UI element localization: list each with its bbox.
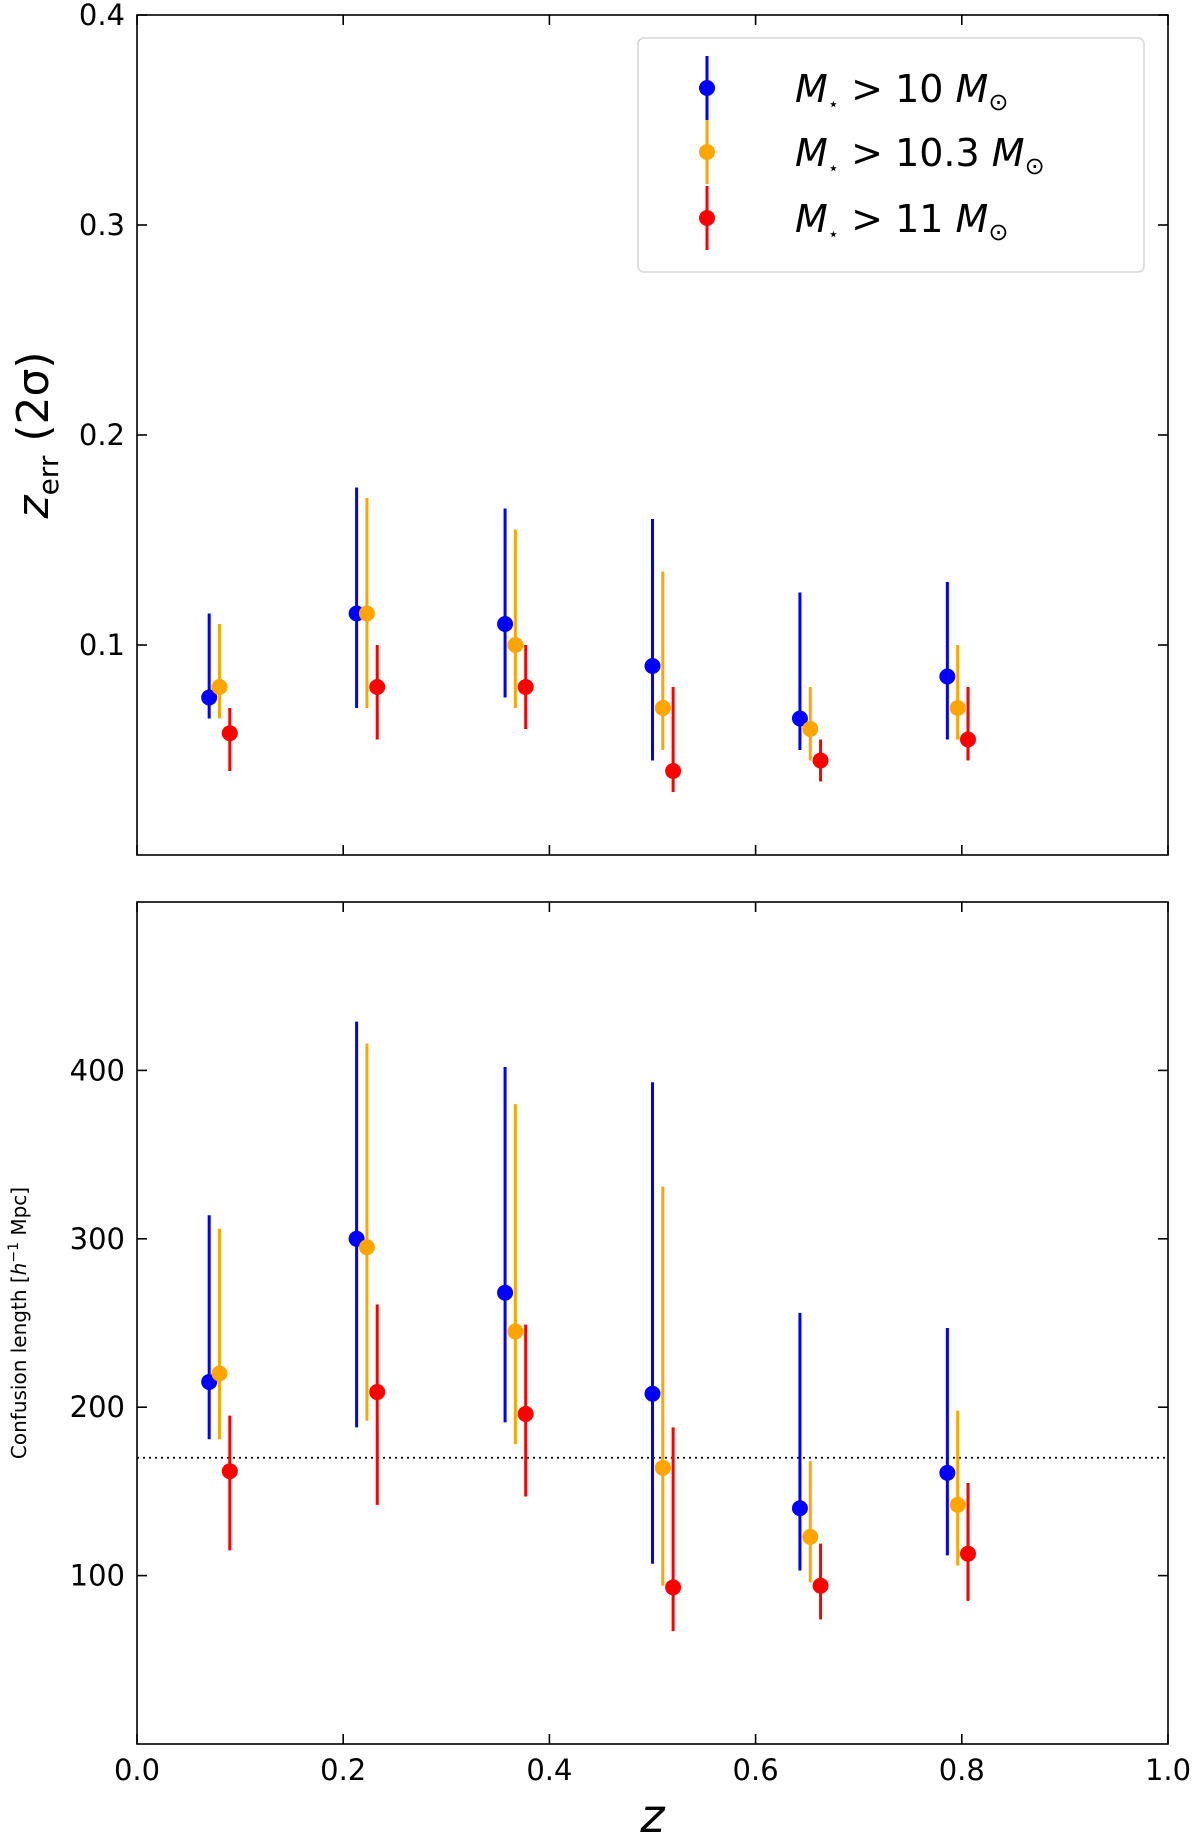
bottom-series-2-point (517, 1405, 534, 1422)
top-series-0-point (644, 658, 661, 674)
top-series-0-point (497, 616, 514, 632)
top-series-2-point (221, 725, 238, 742)
bottom-series-2-point (665, 1579, 682, 1596)
top-y-axis-label: zerr (2σ) (8, 351, 65, 519)
legend-box (637, 37, 1145, 273)
legend-item-1: M⋆ > 10.3 M⊙ (699, 120, 1045, 184)
bottom-y-tick-label: 300 (70, 1222, 125, 1256)
top-series-0-point (939, 668, 956, 685)
legend-item-0: M⋆ > 10 M⊙ (699, 56, 1008, 120)
bottom-y-axis-label: Confusion length [h−1 Mpc] (6, 1187, 31, 1459)
x-tick-label: 0.2 (320, 1753, 366, 1787)
bottom-y-axis-label-post: Mpc] (7, 1187, 31, 1242)
x-tick-label: 0.4 (526, 1753, 572, 1787)
bottom-y-tick-label: 400 (70, 1053, 125, 1087)
legend-label-unit: M (956, 197, 989, 241)
top-series-0-point (201, 689, 218, 706)
bottom-plot-frame (136, 901, 1169, 1745)
bottom-y-axis-label-h: h (7, 1263, 31, 1276)
top-series-1-point (211, 679, 228, 695)
top-series-1-point (507, 637, 524, 653)
top-series-2-point (812, 752, 829, 769)
legend-label-star: ⋆ (828, 224, 839, 245)
top-y-axis-label-main: z (8, 495, 59, 520)
top-y-tick-label: 0.2 (79, 418, 125, 452)
legend-label-sun: ⊙ (988, 218, 1008, 246)
top-series-2-point (369, 679, 386, 695)
top-y-tick-label: 0.4 (79, 0, 125, 32)
x-tick-label: 1.0 (1145, 1753, 1191, 1787)
legend-label-m: M (795, 67, 828, 111)
top-series-2-point (959, 731, 976, 748)
legend-item-2: M⋆ > 11 M⊙ (699, 186, 1008, 250)
bottom-series-1-point (654, 1459, 671, 1476)
bottom-panel: 100 200 300 400 0.0 0.2 0.4 0.6 0.8 1.0 Confusion … (6, 901, 1191, 1841)
top-y-axis-label-sub: err (32, 455, 65, 495)
legend-label-sun: ⊙ (988, 88, 1008, 116)
bottom-series-1-point (507, 1323, 524, 1340)
x-tick-label: 0.6 (733, 1753, 779, 1787)
legend-marker-point (699, 80, 715, 96)
legend-label-rel: > 10 (839, 67, 955, 111)
legend-label-sun: ⊙ (1025, 152, 1045, 180)
legend-label-rel: > 10.3 (839, 131, 992, 175)
bottom-series-1-point (949, 1496, 966, 1513)
legend-label-m: M (795, 131, 828, 175)
top-series-1-point (654, 700, 671, 716)
legend-label-m: M (795, 197, 828, 241)
x-axis-label: z (639, 1789, 665, 1841)
legend-label: M⋆ > 11 M⊙ (795, 197, 1008, 246)
x-tick-label: 0.0 (114, 1753, 160, 1787)
x-tick-label: 0.8 (939, 1753, 985, 1787)
legend-marker-point (699, 144, 715, 160)
legend-label-unit: M (956, 67, 989, 111)
legend-label: M⋆ > 10 M⊙ (795, 67, 1008, 116)
top-y-tick-label: 0.3 (79, 208, 125, 242)
top-series-1-point (358, 605, 375, 622)
legend-label-star: ⋆ (828, 94, 839, 115)
bottom-series-1-point (211, 1365, 228, 1382)
legend: M⋆ > 10 M⊙M⋆ > 10.3 M⊙M⋆ > 11 M⊙ (637, 37, 1145, 273)
bottom-series-1-point (802, 1528, 819, 1545)
bottom-series-2-point (959, 1545, 976, 1562)
legend-label-star: ⋆ (828, 158, 839, 179)
top-y-tick-label: 0.1 (79, 628, 125, 662)
bottom-series-0-point (497, 1284, 514, 1301)
bottom-series-0-point (791, 1500, 808, 1517)
bottom-y-tick-label: 100 (70, 1559, 125, 1593)
bottom-series-2-point (369, 1384, 386, 1401)
top-series-0-point (791, 710, 808, 727)
bottom-y-axis-label-exp: −1 (6, 1242, 22, 1263)
legend-marker-point (699, 210, 715, 226)
bottom-y-tick-label: 200 (70, 1390, 125, 1424)
top-series-1-point (802, 721, 819, 737)
bottom-y-axis-label-pre: Confusion length [ (7, 1275, 31, 1459)
top-series-2-point (517, 679, 534, 695)
bottom-series-2-point (221, 1463, 238, 1480)
top-series-1-point (949, 700, 966, 716)
top-series-2-point (665, 763, 682, 779)
legend-label: M⋆ > 10.3 M⊙ (795, 131, 1045, 180)
top-y-axis-label-suffix: (2σ) (8, 351, 59, 455)
bottom-series-2-point (812, 1577, 829, 1594)
bottom-series-1-point (358, 1239, 375, 1256)
bottom-series-0-point (939, 1464, 956, 1481)
legend-label-unit: M (992, 131, 1025, 175)
legend-label-rel: > 11 (839, 197, 955, 241)
bottom-series-0-point (644, 1385, 661, 1402)
